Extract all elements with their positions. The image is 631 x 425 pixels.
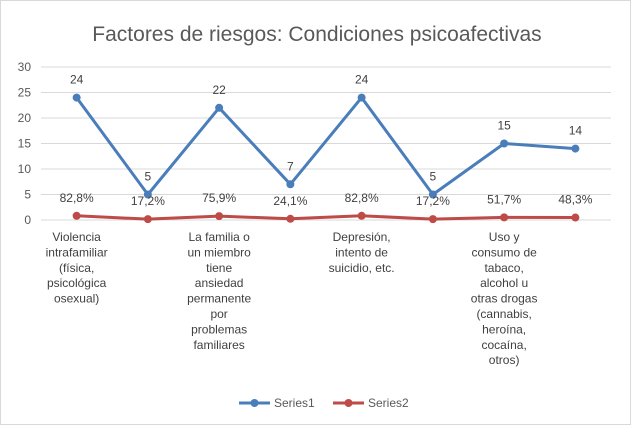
x-category-label: Depresión, intento de suicidio, etc. xyxy=(329,230,395,275)
chart-title: Factores de riesgos: Condiciones psicoaf… xyxy=(92,23,541,46)
legend-label-series2[interactable]: Series2 xyxy=(368,396,409,410)
data-label-series2: 82,8% xyxy=(60,191,94,205)
data-label-series2: 51,7% xyxy=(487,192,521,206)
series-line-series2 xyxy=(76,214,576,221)
x-category-label: Violencia intrafamiliar (física, psicológic… xyxy=(46,230,108,306)
data-point-series2 xyxy=(286,214,295,223)
data-labels: 24 5 22 7 24 5 15 14 82,8% 17,2% 75,9% 24,1% 82,8% 17… xyxy=(60,73,593,209)
data-label-series1: 5 xyxy=(430,170,437,184)
legend-label-series1[interactable]: Series1 xyxy=(274,396,315,410)
data-label-series2: 24,1% xyxy=(273,194,307,208)
y-tick-label: 10 xyxy=(18,162,32,176)
data-point-series1 xyxy=(428,190,437,199)
y-axis: 0 5 10 15 20 25 30 xyxy=(18,60,32,227)
series-line-series1 xyxy=(75,96,576,196)
data-label-series2: 82,8% xyxy=(345,191,379,205)
data-point-series1 xyxy=(215,103,224,112)
data-point-series2 xyxy=(500,213,509,222)
data-point-series1 xyxy=(571,144,580,153)
data-label-series2: 17,2% xyxy=(131,194,165,208)
data-point-series1 xyxy=(143,190,152,199)
data-point-series2 xyxy=(215,212,224,221)
data-label-series1: 24 xyxy=(70,73,84,87)
legend-marker-series1 xyxy=(250,399,259,407)
data-point-series1 xyxy=(286,180,295,189)
data-label-series2: 48,3% xyxy=(558,193,592,207)
y-tick-label: 25 xyxy=(18,86,32,100)
data-point-series2 xyxy=(428,215,437,224)
data-label-series1: 22 xyxy=(212,83,226,97)
data-label-series2: 75,9% xyxy=(202,191,236,205)
x-category-label: Uso y consumo de tabaco, alcohol u otras dro… xyxy=(471,230,538,367)
y-tick-label: 15 xyxy=(18,137,32,151)
y-tick-label: 30 xyxy=(18,60,32,74)
y-tick-label: 0 xyxy=(24,213,31,227)
data-point-series1 xyxy=(72,93,81,102)
data-point-series2 xyxy=(72,211,81,220)
data-label-series1: 15 xyxy=(497,119,511,133)
data-label-series1: 24 xyxy=(355,73,369,87)
x-axis: Violencia intrafamiliar (física, psicológic… xyxy=(46,230,538,367)
legend[interactable]: Series1 Series2 xyxy=(239,396,409,410)
y-tick-label: 5 xyxy=(24,188,31,202)
data-point-series2 xyxy=(143,215,152,224)
data-point-series2 xyxy=(357,211,366,220)
gridlines xyxy=(41,66,611,221)
y-tick-label: 20 xyxy=(18,111,32,125)
data-point-series1 xyxy=(500,139,509,148)
series-group xyxy=(72,93,580,224)
data-point-series1 xyxy=(357,93,366,102)
data-label-series1: 5 xyxy=(145,170,152,184)
x-category-label: La familia o un miembro tiene ansiedad perma… xyxy=(187,230,251,352)
data-label-series1: 14 xyxy=(569,124,583,138)
data-point-series2 xyxy=(571,213,580,222)
legend-marker-series2 xyxy=(344,399,353,407)
data-label-series1: 7 xyxy=(287,159,294,173)
data-label-series2: 17,2% xyxy=(416,194,450,208)
